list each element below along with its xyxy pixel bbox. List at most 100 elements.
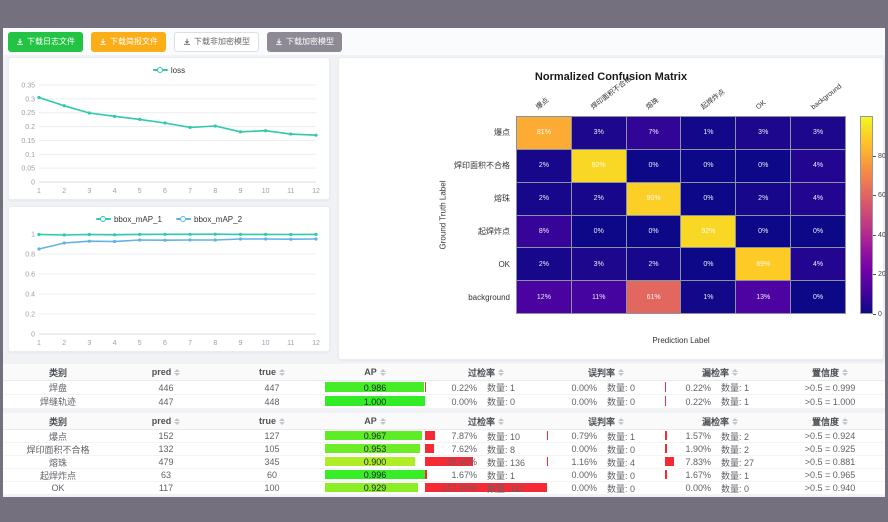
sort-caret-icon[interactable] (842, 417, 848, 425)
loss-line-chart: 0 0.05 0.1 0.15 0.2 0.25 0.3 0.35 1 2 3 4 5 6 7 8 9 10 11 1… (9, 77, 329, 204)
rate-data-bar (547, 431, 548, 440)
column-header-漏检率[interactable]: 漏检率 (665, 413, 775, 430)
column-header-pred[interactable]: pred (113, 364, 219, 381)
pred-cell: 479 (113, 456, 219, 469)
sort-caret-icon[interactable] (174, 417, 181, 425)
bbox-map-chart-legend: bbox_mAP_1 bbox_mAP_2 (9, 207, 329, 226)
sort-caret-icon[interactable] (732, 417, 738, 425)
download-report-button[interactable]: 下载简报文件 (91, 31, 166, 52)
svg-text:0.3: 0.3 (25, 96, 35, 103)
legend-label: bbox_mAP_2 (194, 214, 243, 224)
download-plain-model-button[interactable]: 下载非加密模型 (174, 31, 259, 52)
svg-text:3: 3 (87, 188, 91, 195)
matrix-cell: 1% (681, 281, 736, 313)
matrix-cell: 89% (736, 248, 791, 281)
svg-text:1: 1 (37, 340, 41, 347)
matrix-cell: 1% (681, 117, 736, 149)
matrix-row-label: 爆点 (494, 128, 510, 137)
rate-count: 数量: 1 (607, 431, 636, 442)
rate-data-bar (425, 444, 435, 453)
over-rate-cell: 39.42% 数量: 136 (425, 456, 547, 469)
svg-text:11: 11 (287, 188, 294, 195)
matrix-cell: 3% (571, 117, 626, 149)
sort-caret-icon[interactable] (732, 368, 738, 376)
column-header-误判率[interactable]: 误判率 (547, 364, 665, 381)
sort-caret-icon[interactable] (174, 368, 181, 376)
ap-value: 0.986 (363, 382, 387, 393)
svg-text:7: 7 (188, 340, 192, 347)
column-header-label: 误判率 (587, 367, 615, 378)
sort-caret-icon[interactable] (279, 368, 285, 376)
svg-text:0.35: 0.35 (21, 83, 35, 90)
bbox_map-svg: 00.20.40.60.811 2 3 4 5 6 7 8 9 10 11 12 (25, 232, 320, 348)
sort-caret-icon[interactable] (379, 368, 386, 376)
confidence-cell: >0.5 = 0.940 (775, 482, 885, 495)
column-header-true[interactable]: true (219, 413, 325, 430)
svg-text:1: 1 (31, 232, 35, 239)
column-header-过检率[interactable]: 过检率 (425, 364, 547, 381)
ap-cell: 0.900 (325, 456, 425, 469)
rate-count: 数量: 117 (487, 483, 525, 494)
column-header-过检率[interactable]: 过检率 (425, 413, 547, 430)
bbox-map-line-chart: 0 0.2 0.4 0.6 0.8 1 1 2 3 4 5 6 7 8 9 10 11 12 (9, 226, 329, 356)
download-icon (17, 38, 23, 45)
sort-caret-icon[interactable] (279, 417, 285, 425)
sort-caret-icon[interactable] (379, 417, 386, 425)
download-log-button[interactable]: 下载日志文件 (8, 31, 83, 52)
rate-percent: 0.00% (571, 470, 597, 480)
svg-text:9: 9 (239, 340, 243, 347)
matrix-cell: 4% (791, 182, 845, 215)
colorbar-tick-label: 40 (878, 231, 885, 239)
rate-percent: 0.00% (571, 483, 597, 493)
matrix-row-label: background (468, 293, 510, 302)
column-header-误判率[interactable]: 误判率 (547, 413, 665, 430)
svg-text:2: 2 (62, 340, 66, 347)
download-icon (100, 38, 106, 45)
column-header-pred[interactable]: pred (113, 413, 219, 430)
column-header-置信度[interactable]: 置信度 (775, 413, 885, 430)
class-cell: OK (3, 482, 113, 495)
sort-caret-icon[interactable] (498, 368, 504, 376)
rate-data-bar (425, 457, 474, 466)
column-header-label: 误判率 (587, 416, 615, 427)
svg-text:3: 3 (87, 340, 91, 347)
svg-text:5: 5 (138, 188, 142, 195)
download-plain-model-label: 下载非加密模型 (194, 36, 250, 46)
rate-count: 数量: 27 (721, 457, 755, 468)
legend-item-loss[interactable]: loss (152, 66, 185, 75)
rate-percent: 0.22% (685, 382, 711, 393)
rate-percent: 7.62% (451, 444, 477, 454)
svg-text:0.2: 0.2 (25, 124, 35, 131)
sort-caret-icon[interactable] (618, 417, 624, 425)
matrix-col-label: 起焊炸点 (700, 88, 727, 112)
legend-item-bbox_mAP_2[interactable]: bbox_mAP_2 (176, 215, 242, 224)
colorbar-tick-mark (873, 314, 876, 315)
sort-caret-icon[interactable] (498, 417, 504, 425)
column-header-label: pred (151, 367, 172, 377)
download-encrypted-model-button[interactable]: 下载加密模型 (267, 31, 342, 52)
matrix-cell: 11% (571, 281, 626, 313)
matrix-cell: 3% (736, 117, 791, 149)
sort-caret-icon[interactable] (618, 368, 624, 376)
table-row: 爆点 152 127 0.967 7.87% 数量: 10 0.79% 数量: 1 1.57% 数… (3, 430, 885, 443)
rate-count: 数量: 136 (487, 457, 526, 468)
pred-cell: 446 (113, 381, 219, 395)
column-header-AP[interactable]: AP (325, 364, 425, 381)
over-rate-cell: 1.67% 数量: 1 (425, 469, 547, 482)
sort-caret-icon[interactable] (842, 368, 848, 376)
svg-text:0.2: 0.2 (25, 312, 35, 319)
confusion-matrix-xlabel: Prediction Label (652, 336, 710, 345)
matrix-col-label: 爆点 (535, 97, 551, 112)
ap-value: 0.996 (363, 470, 387, 480)
legend-item-bbox_mAP_1[interactable]: bbox_mAP_1 (95, 215, 162, 224)
rate-percent: 0.00% (451, 396, 477, 407)
column-header-漏检率[interactable]: 漏检率 (665, 364, 775, 381)
column-header-AP[interactable]: AP (325, 413, 425, 430)
svg-text:9: 9 (239, 188, 243, 195)
table-row: OK 117 100 0.929 117.00% 数量: 117 0.00% 数量: 0 0.0… (3, 482, 885, 495)
column-header-true[interactable]: true (219, 364, 325, 381)
download-icon (276, 38, 282, 45)
column-header-置信度[interactable]: 置信度 (775, 364, 885, 381)
matrix-row-label: 起焊炸点 (478, 227, 510, 236)
rate-count: 数量: 1 (721, 397, 750, 407)
